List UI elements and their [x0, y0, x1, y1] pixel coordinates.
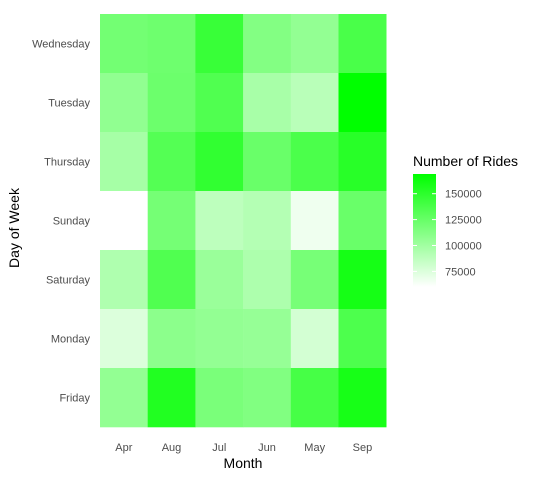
heatmap-cell-thursday-apr	[100, 132, 148, 192]
heatmap-cell-sunday-jul	[195, 191, 244, 251]
y-axis-title: Day of Week	[6, 187, 22, 268]
heatmap-cell-thursday-aug	[147, 132, 196, 192]
heatmap-cell-thursday-sep	[338, 132, 387, 192]
color-legend: Number of Rides 75000 100000 125000 150000	[413, 153, 518, 287]
heatmap-cell-tuesday-jun	[243, 73, 292, 133]
heatmap-cell-sunday-may	[290, 191, 339, 251]
heatmap-cell-monday-may	[290, 309, 339, 369]
heatmap-cell-sunday-aug	[147, 191, 196, 251]
y-tick-label: Monday	[51, 334, 91, 346]
heatmap-cell-friday-jul	[195, 368, 244, 428]
x-axis-ticks: Apr Aug Jul Jun May Sep	[115, 442, 372, 454]
y-tick-label: Saturday	[46, 275, 91, 287]
heatmap-cell-wednesday-jun	[243, 14, 292, 74]
heatmap-cells	[100, 14, 387, 428]
x-axis-title: Month	[224, 455, 263, 471]
heatmap-cell-thursday-may	[290, 132, 339, 192]
heatmap-cell-wednesday-may	[290, 14, 339, 74]
heatmap-cell-saturday-sep	[338, 250, 387, 310]
heatmap-cell-monday-jun	[243, 309, 292, 369]
legend-tick-label: 125000	[445, 215, 482, 227]
legend-tick-label: 75000	[445, 266, 476, 278]
heatmap-cell-tuesday-sep	[338, 73, 387, 133]
heatmap-cell-wednesday-sep	[338, 14, 387, 74]
heatmap-cell-friday-sep	[338, 368, 387, 428]
heatmap-cell-sunday-sep	[338, 191, 387, 251]
heatmap-cell-saturday-apr	[100, 250, 148, 310]
x-tick-label: Jun	[258, 442, 276, 454]
heatmap-cell-friday-jun	[243, 368, 292, 428]
y-tick-label: Wednesday	[32, 39, 90, 51]
legend-tick-label: 150000	[445, 189, 482, 201]
heatmap-cell-tuesday-apr	[100, 73, 148, 133]
heatmap-cell-monday-aug	[147, 309, 196, 369]
legend-color-bar	[413, 174, 436, 287]
y-axis-ticks: Wednesday Tuesday Thursday Sunday Saturday Mo…	[32, 39, 90, 405]
y-tick-label: Friday	[59, 393, 90, 405]
heatmap-cell-saturday-jul	[195, 250, 244, 310]
x-tick-label: May	[304, 442, 325, 454]
heatmap-cell-saturday-aug	[147, 250, 196, 310]
heatmap-cell-wednesday-aug	[147, 14, 196, 74]
heatmap-cell-sunday-apr	[100, 191, 148, 251]
heatmap-cell-friday-aug	[147, 368, 196, 428]
heatmap-cell-monday-sep	[338, 309, 387, 369]
legend-title: Number of Rides	[413, 153, 518, 169]
heatmap-cell-wednesday-jul	[195, 14, 244, 74]
heatmap-cell-monday-apr	[100, 309, 148, 369]
heatmap-cell-thursday-jun	[243, 132, 292, 192]
legend-tick-label: 100000	[445, 241, 482, 253]
y-tick-label: Tuesday	[48, 98, 90, 110]
heatmap-cell-monday-jul	[195, 309, 244, 369]
x-tick-label: Apr	[115, 442, 132, 454]
heatmap-cell-friday-may	[290, 368, 339, 428]
heatmap-cell-friday-apr	[100, 368, 148, 428]
heatmap-cell-saturday-jun	[243, 250, 292, 310]
heatmap-cell-tuesday-may	[290, 73, 339, 133]
heatmap-cell-sunday-jun	[243, 191, 292, 251]
y-tick-label: Thursday	[44, 157, 90, 169]
x-tick-label: Sep	[353, 442, 373, 454]
x-tick-label: Jul	[212, 442, 226, 454]
y-tick-label: Sunday	[53, 216, 91, 228]
heatmap-cell-tuesday-jul	[195, 73, 244, 133]
heatmap-cell-wednesday-apr	[100, 14, 148, 74]
heatmap-cell-saturday-may	[290, 250, 339, 310]
heatmap-cell-thursday-jul	[195, 132, 244, 192]
legend-ticks: 75000 100000 125000 150000	[413, 189, 482, 278]
heatmap-cell-tuesday-aug	[147, 73, 196, 133]
x-tick-label: Aug	[162, 442, 182, 454]
